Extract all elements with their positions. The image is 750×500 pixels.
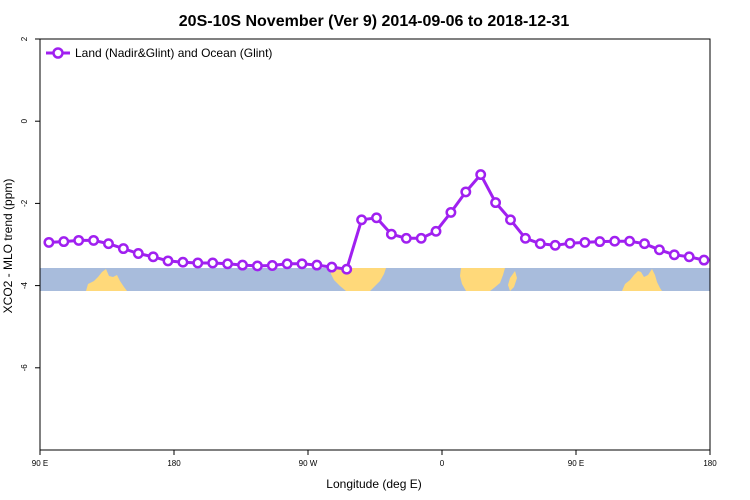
x-tick-label-2: 90 W [299, 459, 318, 468]
data-point [579, 236, 591, 248]
data-point [683, 251, 695, 263]
data-point [415, 232, 427, 244]
legend-label: Land (Nadir&Glint) and Ocean (Glint) [75, 46, 272, 60]
data-point [505, 214, 516, 226]
data-point [430, 225, 442, 237]
x-tick-label-1: 180 [167, 459, 181, 468]
data-point [371, 212, 382, 224]
y-tick-label-2: -2 [20, 199, 29, 207]
chart-title: 20S-10S November (Ver 9) 2014-09-06 to 2… [179, 13, 570, 30]
land-africa [460, 268, 505, 291]
land-madagascar [508, 271, 517, 291]
data-point [117, 243, 129, 255]
data-point [296, 258, 308, 270]
data-point [475, 169, 487, 181]
data-point [237, 259, 248, 271]
x-tick-label-3: 0 [440, 459, 445, 468]
x-tick-label-4: 90 E [568, 459, 584, 468]
data-point [251, 260, 263, 272]
y-tick-label-4: -6 [20, 364, 29, 372]
y-tick-label-3: -4 [20, 281, 29, 289]
x-axis-label: Longitude (deg E) [326, 477, 421, 491]
data-point [490, 197, 502, 209]
plot-frame [39, 38, 711, 451]
axes: 90 E 180 90 W 0 90 E 180 2 0 -2 -4 -6 [20, 36, 717, 468]
data-point [385, 228, 397, 240]
land-australia-west [86, 269, 127, 291]
data-point [356, 214, 368, 226]
data-point [668, 249, 680, 261]
data-point [147, 251, 159, 263]
data-point [266, 260, 278, 271]
series-group [43, 169, 710, 275]
data-point [88, 234, 100, 246]
data-point [519, 232, 531, 244]
data-point [222, 258, 234, 270]
data-point [564, 237, 576, 249]
data-point [624, 235, 636, 247]
data-point [549, 239, 561, 251]
x-tick-label-5: 180 [703, 459, 717, 468]
data-point [400, 232, 412, 244]
data-point [281, 258, 293, 270]
data-point [653, 244, 665, 256]
data-point [58, 236, 70, 248]
data-point [192, 257, 204, 269]
data-point [103, 238, 114, 250]
y-axis-label: XCO2 - MLO trend (ppm) [1, 179, 15, 314]
y-tick-label-1: 0 [20, 118, 29, 123]
data-point [311, 259, 323, 271]
x-tick-label-0: 90 E [32, 459, 48, 468]
data-point [207, 257, 219, 269]
data-point [326, 261, 338, 273]
data-point [609, 235, 621, 247]
data-point [594, 236, 606, 248]
y-tick-label-0: 2 [20, 36, 29, 41]
data-point [698, 254, 710, 266]
data-point [445, 206, 457, 218]
data-point [177, 256, 189, 268]
legend-marker [52, 47, 64, 59]
data-point [162, 255, 174, 267]
world-map-strip [40, 268, 710, 291]
data-point [73, 234, 85, 246]
data-point [43, 236, 55, 248]
legend: Land (Nadir&Glint) and Ocean (Glint) [46, 46, 272, 60]
data-point [341, 263, 353, 275]
data-point [460, 186, 472, 198]
land-australia-east [622, 269, 662, 291]
data-point [534, 238, 546, 250]
data-point [639, 238, 650, 250]
data-point [132, 248, 144, 259]
